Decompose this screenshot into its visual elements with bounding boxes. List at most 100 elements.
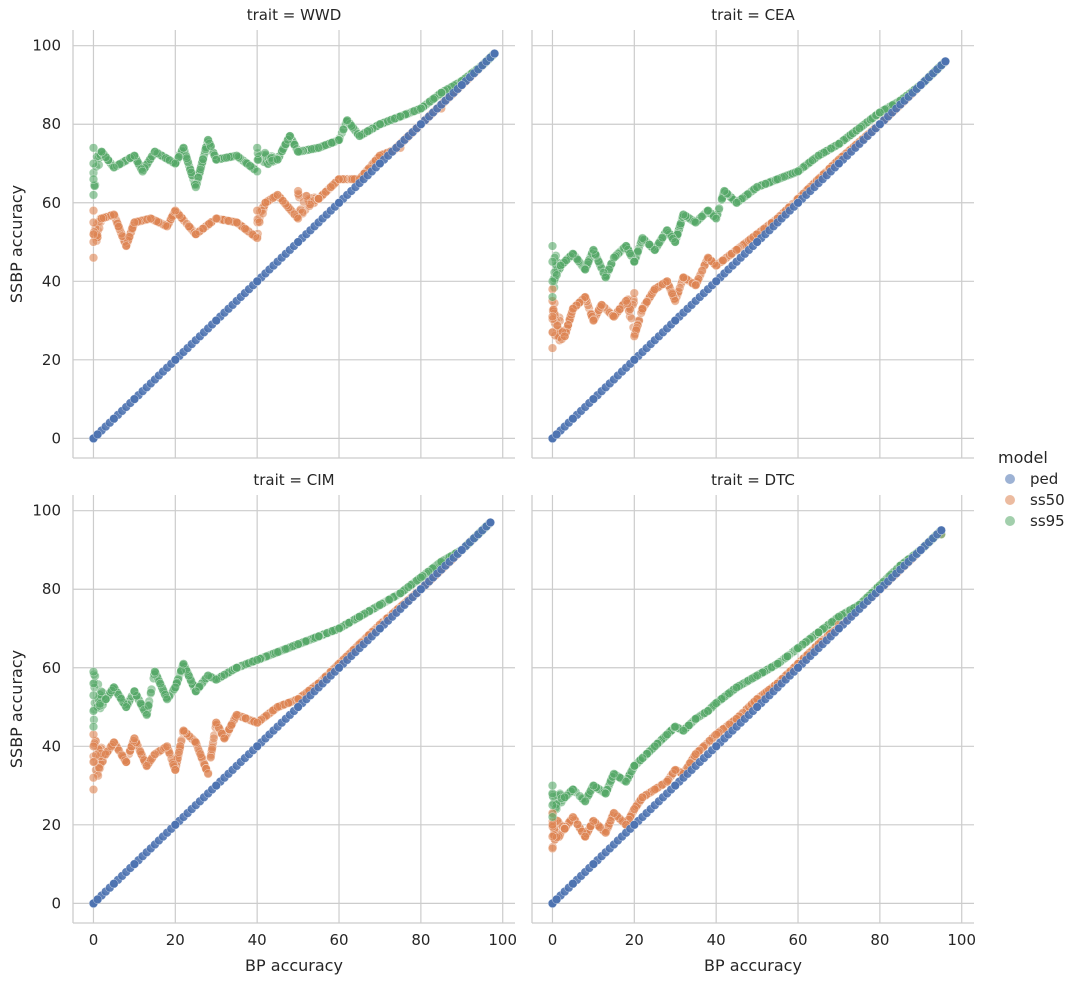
ss95-point [854,123,864,133]
ss95-point [129,686,139,696]
ss95-point [403,582,413,592]
ped-point [109,414,119,424]
x-tick-label: 20 [166,931,185,949]
ss50-point [697,266,707,276]
ss95-point [198,154,208,164]
ss50-point [560,331,570,341]
ss50-point [334,174,344,184]
ss95-point [211,155,221,165]
ss50-point [732,245,742,255]
ss95-point [338,125,348,135]
ss95-point [162,694,172,704]
y-axis-label: SSBP accuracy [7,650,26,768]
ss95-point [170,158,180,169]
x-tick-label: 60 [329,931,348,949]
ss50-point [326,182,336,192]
ss95-point [678,210,688,220]
ss95-point [711,213,721,224]
x-tick-label: 0 [89,931,99,949]
ss95-point [732,198,742,208]
ss95-point [96,686,106,697]
panel-title: trait = WWD [247,6,342,24]
ped-point [457,80,467,90]
ss95-point [629,257,639,267]
ss95-point [719,186,729,196]
ss95-point [146,687,156,698]
y-tick-label: 20 [42,351,61,369]
ss50-point [226,720,236,730]
ped-point [293,237,303,247]
ss50-point [88,784,99,795]
panel-title: trait = CIM [253,471,334,489]
ss95-point [195,164,205,174]
scatter-points [88,517,495,908]
ss50-point [547,284,558,294]
y-tick-label: 100 [32,502,61,520]
ss50-point [121,241,131,251]
ss95-point [556,261,566,271]
ss50-point [88,729,99,740]
ss95-point [178,659,189,669]
ss95-point [395,588,405,598]
ss50-point [650,284,660,294]
ss95-point [314,143,324,153]
ss95-point [178,143,189,153]
ss95-point [142,710,152,720]
x-tick-label: 80 [411,931,430,949]
ss50-point [209,733,219,743]
ss50-point [609,312,619,322]
ss95-point [621,241,631,251]
ss95-point [354,131,365,141]
ss50-point [260,198,270,208]
ss50-point [224,216,234,226]
ss95-point [211,675,221,685]
ss50-point [142,761,152,771]
ss50-point [283,698,293,708]
ss50-point [580,292,590,302]
ped-point [334,198,344,208]
ss50-point [568,304,578,314]
ss95-point [793,166,803,176]
ss50-point [211,213,221,224]
ss95-point [170,682,180,692]
ss95-point [232,663,242,673]
ss95-point [155,679,165,689]
ped-point [916,80,926,90]
ss50-point [547,312,558,322]
scatter-points [547,56,950,443]
ped-point [629,355,639,365]
ss95-point [252,166,262,176]
ss50-point [88,206,99,216]
ped-point [129,394,139,404]
ss50-point [88,773,99,783]
ss95-point [150,147,160,157]
ss50-point [109,737,119,747]
ss50-point [191,229,201,239]
ss50-point [254,217,265,227]
ss95-point [334,135,344,145]
ss95-point [232,151,242,161]
ss50-point [662,276,672,286]
ss50-point [88,217,99,227]
ped-point [793,198,803,208]
ss95-point [116,694,126,704]
ss50-point [629,288,639,298]
y-tick-label: 60 [42,659,61,677]
ss95-point [670,237,680,247]
ss95-point [547,241,558,251]
ss50-point [135,747,145,757]
ss50-point [232,217,242,227]
ss50-point [670,296,680,306]
ss95-point [88,190,99,200]
ss95-point [813,151,824,161]
ss50-point [621,296,631,306]
ss95-point [662,225,672,235]
ss95-point [203,671,213,681]
ss95-point [416,103,426,114]
ss95-point [375,119,385,129]
ss50-point [703,253,713,263]
ss50-point [178,726,189,736]
ss50-point [88,741,99,751]
ss50-point [588,316,598,326]
